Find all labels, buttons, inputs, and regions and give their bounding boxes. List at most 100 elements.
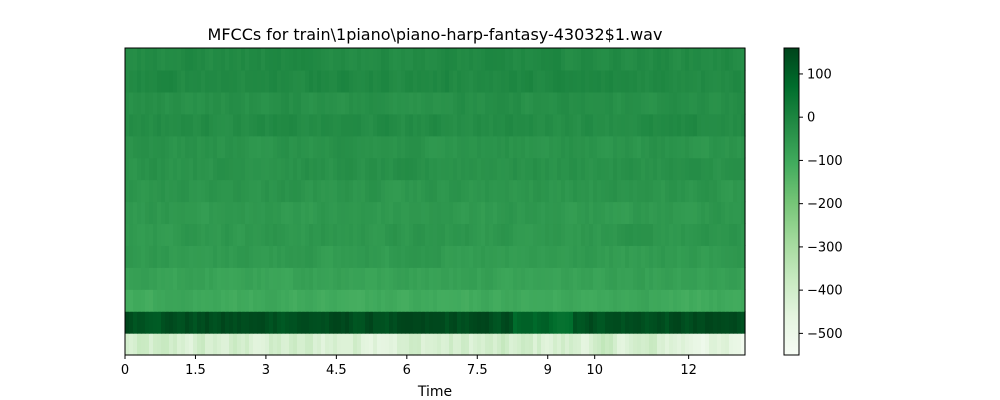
heatmap-cell <box>425 69 430 93</box>
heatmap-cell <box>341 48 346 71</box>
heatmap-cell <box>189 91 194 115</box>
heatmap-cell <box>501 223 506 246</box>
heatmap-cell <box>141 135 146 159</box>
heatmap-cell <box>673 179 678 203</box>
heatmap-cell <box>553 289 558 312</box>
heatmap-cell <box>413 91 418 115</box>
heatmap-cell <box>425 289 430 312</box>
heatmap-cell <box>385 245 390 268</box>
heatmap-cell <box>377 157 382 181</box>
x-tick-label: 0 <box>121 363 129 378</box>
heatmap-cell <box>317 289 322 312</box>
heatmap-cell <box>373 267 378 290</box>
heatmap-cell <box>609 157 614 181</box>
heatmap-cell <box>217 113 222 137</box>
heatmap-cell <box>481 157 486 181</box>
heatmap-cell <box>481 267 486 290</box>
heatmap-cell <box>177 91 182 115</box>
heatmap-cell <box>641 91 646 115</box>
heatmap-cell <box>129 157 134 181</box>
heatmap-cell <box>225 179 230 203</box>
heatmap-cell <box>329 245 334 268</box>
heatmap-cell <box>301 333 306 356</box>
heatmap-cell <box>393 113 398 137</box>
heatmap-cell <box>457 333 462 356</box>
heatmap-cell <box>529 245 534 268</box>
heatmap-cell <box>241 289 246 312</box>
heatmap-cell <box>345 113 350 137</box>
heatmap-cell <box>553 267 558 290</box>
heatmap-cell <box>693 48 698 71</box>
heatmap-cell <box>645 135 650 159</box>
heatmap-cell <box>133 289 138 312</box>
heatmap-cell <box>529 91 534 115</box>
heatmap-cell <box>257 179 262 203</box>
heatmap-cell <box>193 267 198 290</box>
heatmap-cell <box>717 223 722 246</box>
heatmap-cell <box>421 179 426 203</box>
heatmap-cell <box>293 48 298 71</box>
heatmap-cell <box>629 333 634 356</box>
heatmap-cell <box>377 289 382 312</box>
heatmap-cell <box>565 135 570 159</box>
heatmap-cell <box>713 69 718 93</box>
heatmap-cell <box>597 179 602 203</box>
heatmap-cell <box>209 113 214 137</box>
heatmap-cell <box>173 135 178 159</box>
heatmap-cell <box>405 179 410 203</box>
heatmap-cell <box>425 333 430 356</box>
heatmap-cell <box>341 113 346 137</box>
heatmap-cell <box>733 245 738 268</box>
heatmap-cell <box>677 245 682 268</box>
heatmap-cell <box>145 245 150 268</box>
heatmap-cell <box>701 135 706 159</box>
heatmap-cell <box>157 333 162 356</box>
colorbar-tick-label: −300 <box>807 240 843 255</box>
heatmap-cell <box>269 91 274 115</box>
heatmap-cell <box>521 223 526 246</box>
heatmap-cell <box>385 289 390 312</box>
heatmap-cell <box>293 69 298 93</box>
heatmap-cell <box>353 135 358 159</box>
heatmap-cell <box>613 157 618 181</box>
heatmap-cell <box>501 245 506 268</box>
heatmap-cell <box>289 201 294 225</box>
heatmap-cell <box>301 69 306 93</box>
heatmap-cell <box>137 69 142 93</box>
heatmap-cell <box>613 69 618 93</box>
heatmap-cell <box>153 267 158 290</box>
heatmap-cell <box>245 135 250 159</box>
heatmap-cell <box>717 179 722 203</box>
heatmap-cell <box>709 48 714 71</box>
heatmap-cell <box>533 135 538 159</box>
heatmap-cell <box>681 157 686 181</box>
heatmap-cell <box>489 157 494 181</box>
heatmap-cell <box>697 267 702 290</box>
heatmap-cell <box>313 91 318 115</box>
heatmap-cell <box>433 157 438 181</box>
heatmap-cell <box>141 91 146 115</box>
heatmap-cell <box>649 223 654 246</box>
heatmap-cell <box>405 245 410 268</box>
heatmap-cell <box>561 201 566 225</box>
heatmap-cell <box>201 91 206 115</box>
heatmap-cell <box>345 289 350 312</box>
heatmap-cell <box>297 267 302 290</box>
heatmap-cell <box>421 311 426 334</box>
heatmap-cell <box>345 245 350 268</box>
heatmap-cell <box>253 245 258 268</box>
heatmap-cell <box>285 69 290 93</box>
heatmap-cell <box>725 333 730 356</box>
heatmap-cell <box>525 91 530 115</box>
heatmap-cell <box>593 179 598 203</box>
heatmap-cell <box>213 201 218 225</box>
heatmap-cell <box>645 245 650 268</box>
heatmap-cell <box>561 135 566 159</box>
heatmap-cell <box>357 289 362 312</box>
heatmap-cell <box>257 201 262 225</box>
heatmap-cell <box>493 201 498 225</box>
heatmap-cell <box>129 311 134 334</box>
heatmap-cell <box>349 267 354 290</box>
heatmap-cell <box>409 333 414 356</box>
heatmap-cell <box>273 333 278 356</box>
